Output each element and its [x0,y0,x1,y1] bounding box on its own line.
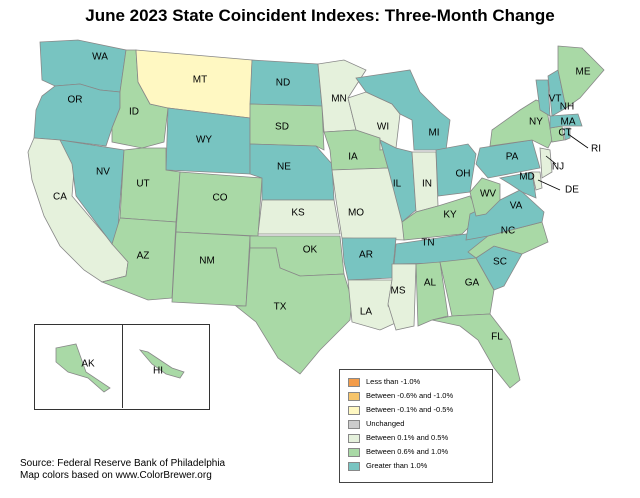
state-label-ca: CA [53,192,67,203]
state-nm [171,231,251,307]
state-label-ky: KY [443,210,457,221]
state-label-id: ID [129,107,139,118]
state-hi [138,349,185,379]
state-label-co: CO [213,193,228,204]
source-note: Source: Federal Reserve Bank of Philadel… [20,458,226,469]
state-label-il: IL [393,179,402,190]
state-label-in: IN [422,179,432,190]
state-nc [467,221,549,259]
state-label-tn: TN [421,238,434,249]
state-label-va: VA [510,201,523,212]
state-oh [435,143,477,197]
state-label-mn: MN [331,94,347,105]
state-label-ms: MS [391,286,406,297]
state-label-wv: WV [480,189,496,200]
state-va [465,189,545,241]
state-label-fl: FL [491,332,503,343]
label-leader-line [567,133,589,149]
state-de [531,171,543,191]
state-label-ne: NE [277,162,291,173]
state-ar [341,237,397,281]
state-me [557,45,605,109]
state-label-al: AL [424,278,437,289]
state-label-pa: PA [506,152,519,163]
state-label-ma: MA [561,117,576,128]
state-ga [439,257,495,317]
legend-item: Less than -1.0% [348,376,420,388]
state-label-nh: NH [560,102,574,113]
state-label-hi: HI [153,366,163,377]
state-label-wa: WA [92,52,108,63]
state-tx [234,247,353,375]
state-label-sd: SD [275,122,289,133]
legend-item: Between 0.6% and 1.0% [348,446,448,458]
state-label-ok: OK [303,245,318,256]
state-label-ct: CT [558,128,571,139]
state-label-md: MD [519,172,535,183]
state-label-tx: TX [274,302,287,313]
state-label-oh: OH [456,169,471,180]
state-ri [563,127,571,141]
state-label-nv: NV [96,167,110,178]
state-ne [249,143,335,201]
state-label-ny: NY [529,117,543,128]
state-label-wi: WI [377,122,389,133]
state-label-ut: UT [136,179,149,190]
state-label-mi: MI [428,128,439,139]
state-label-mt: MT [193,75,207,86]
state-label-vt: VT [549,94,562,105]
legend-item: Between -0.6% and -1.0% [348,390,453,402]
state-ma [549,113,583,129]
map-title: June 2023 State Coincident Indexes: Thre… [85,6,555,25]
state-label-ak: AK [81,359,95,370]
state-label-az: AZ [137,251,150,262]
state-label-nc: NC [501,226,515,237]
state-label-ar: AR [359,250,373,261]
inset-divider [122,324,123,408]
state-label-ia: IA [348,152,358,163]
state-label-nj: NJ [552,162,564,173]
state-sd [249,103,325,151]
legend-item: Between -0.1% and -0.5% [348,404,453,416]
legend-item: Greater than 1.0% [348,460,427,472]
legend-item: Between 0.1% and 0.5% [348,432,448,444]
state-or [33,83,121,147]
state-ks [257,199,341,235]
source-note-colors: Map colors based on www.ColorBrewer.org [20,470,212,481]
state-label-me: ME [576,67,591,78]
state-label-nm: NM [199,256,215,267]
state-ak [55,343,111,393]
state-label-la: LA [360,307,373,318]
state-label-wy: WY [196,135,212,146]
label-leader-line [545,155,557,165]
state-label-or: OR [68,95,83,106]
state-label-ks: KS [291,208,305,219]
state-az [100,217,177,301]
label-leader-line [537,179,561,191]
state-label-ri: RI [591,144,601,155]
legend: Less than -1.0% Between -0.6% and -1.0% … [339,369,493,483]
state-label-sc: SC [493,257,507,268]
state-label-nd: ND [276,78,290,89]
state-co [175,171,263,237]
state-md [498,171,537,199]
state-label-mo: MO [348,208,364,219]
state-label-ga: GA [465,278,480,289]
state-label-de: DE [565,185,579,196]
state-vt [535,79,551,117]
state-wa [39,39,127,93]
state-nj [539,147,553,179]
state-wv [469,177,501,217]
legend-item: Unchanged [348,418,404,430]
state-fl [431,313,521,389]
